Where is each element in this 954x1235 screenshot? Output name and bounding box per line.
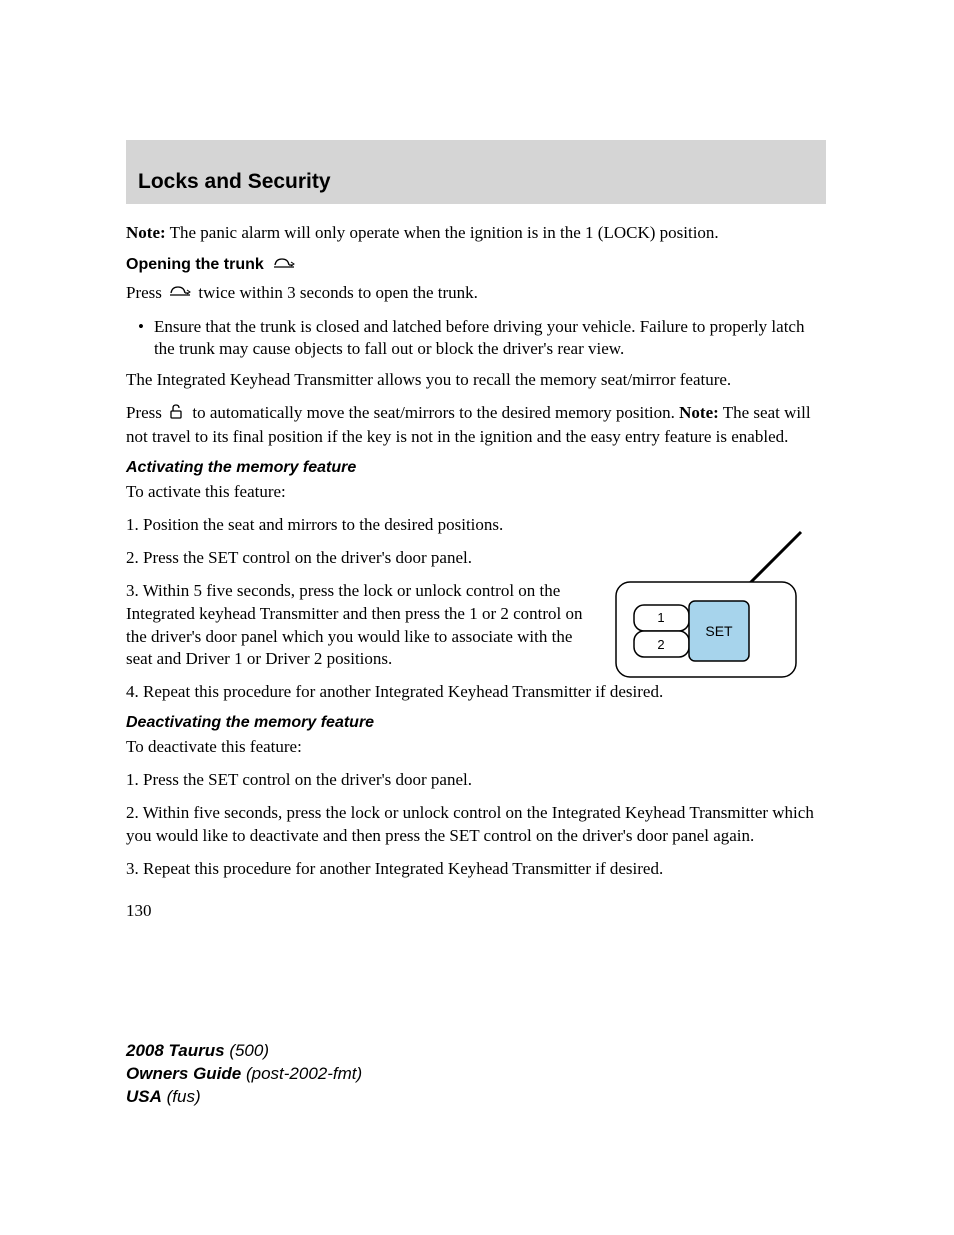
bullet-marker: • bbox=[138, 316, 144, 362]
bullet-text: Ensure that the trunk is closed and latc… bbox=[154, 316, 826, 362]
ikt-recall-text: The Integrated Keyhead Transmitter allow… bbox=[126, 369, 826, 392]
figure-label-2: 2 bbox=[657, 637, 664, 652]
figure-label-set: SET bbox=[705, 623, 733, 639]
step-figure-row: 2. Press the SET control on the driver's… bbox=[126, 547, 826, 682]
footer-model: 2008 Taurus bbox=[126, 1041, 225, 1060]
bullet-item: • Ensure that the trunk is closed and la… bbox=[126, 316, 826, 362]
footer-region-suffix: (fus) bbox=[162, 1087, 201, 1106]
press-post: twice within 3 seconds to open the trunk… bbox=[194, 283, 478, 302]
press2-pre: Press bbox=[126, 403, 166, 422]
note-label: Note: bbox=[126, 223, 166, 242]
footer-region: USA bbox=[126, 1087, 162, 1106]
section-header-bar: Locks and Security bbox=[126, 140, 826, 204]
deactivate-step-3: 3. Repeat this procedure for another Int… bbox=[126, 858, 826, 881]
footer-line-1: 2008 Taurus (500) bbox=[126, 1040, 362, 1063]
footer: 2008 Taurus (500) Owners Guide (post-200… bbox=[126, 1040, 362, 1109]
press-trunk-text: Press twice within 3 seconds to open the… bbox=[126, 282, 826, 306]
footer-line-3: USA (fus) bbox=[126, 1086, 362, 1109]
note-panic-alarm: Note: The panic alarm will only operate … bbox=[126, 222, 826, 245]
footer-guide: Owners Guide bbox=[126, 1064, 241, 1083]
press2-note-label: Note: bbox=[679, 403, 719, 422]
footer-guide-suffix: (post-2002-fmt) bbox=[241, 1064, 362, 1083]
deactivate-step-2: 2. Within five seconds, press the lock o… bbox=[126, 802, 826, 848]
page-number: 130 bbox=[126, 901, 826, 921]
deactivate-step-1: 1. Press the SET control on the driver's… bbox=[126, 769, 826, 792]
activate-step-3: 3. Within 5 five seconds, press the lock… bbox=[126, 580, 586, 672]
step-text-column: 2. Press the SET control on the driver's… bbox=[126, 547, 586, 682]
subheading-opening-trunk: Opening the trunk bbox=[126, 255, 826, 276]
trunk-icon bbox=[168, 283, 192, 306]
activate-intro: To activate this feature: bbox=[126, 481, 826, 504]
press-pre: Press bbox=[126, 283, 166, 302]
trunk-icon bbox=[272, 255, 296, 276]
press2-post: to automatically move the seat/mirrors t… bbox=[188, 403, 679, 422]
subheading-text: Opening the trunk bbox=[126, 256, 264, 274]
deactivate-intro: To deactivate this feature: bbox=[126, 736, 826, 759]
section-title: Locks and Security bbox=[138, 170, 814, 194]
subheading-deactivate: Deactivating the memory feature bbox=[126, 714, 826, 732]
footer-line-2: Owners Guide (post-2002-fmt) bbox=[126, 1063, 362, 1086]
activate-step-2: 2. Press the SET control on the driver's… bbox=[126, 547, 586, 570]
set-control-figure: 1 2 SET bbox=[606, 527, 826, 672]
unlock-icon bbox=[168, 403, 186, 426]
page-content: Locks and Security Note: The panic alarm… bbox=[126, 140, 826, 921]
subheading-activate: Activating the memory feature bbox=[126, 459, 826, 477]
note-text: The panic alarm will only operate when t… bbox=[166, 223, 719, 242]
footer-model-suffix: (500) bbox=[225, 1041, 269, 1060]
figure-label-1: 1 bbox=[657, 610, 664, 625]
press-unlock-memory: Press to automatically move the seat/mir… bbox=[126, 402, 826, 449]
